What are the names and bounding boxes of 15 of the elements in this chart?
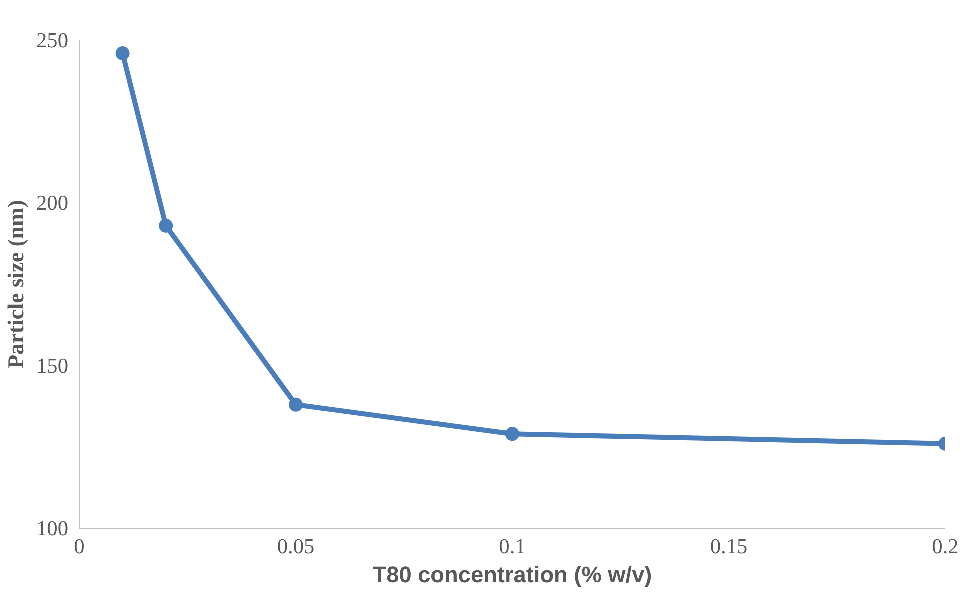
point <box>289 398 303 412</box>
x-axis-title: T80 concentration (% w/v) <box>372 562 652 588</box>
y-axis-title: Particle size (nm) <box>4 200 29 369</box>
y-tick-label: 200 <box>36 191 69 216</box>
x-tick-label: 0 <box>74 534 85 558</box>
x-tick-label: 0.15 <box>710 534 748 558</box>
point <box>506 427 520 442</box>
point <box>159 218 174 233</box>
y-tick-label: 100 <box>36 516 69 540</box>
x-tick-label: 0.1 <box>499 534 526 558</box>
x-tick-label: 0.05 <box>277 534 315 558</box>
x-tick-label: 0.2 <box>932 534 959 558</box>
point <box>116 46 130 60</box>
y-tick-label: 250 <box>36 28 69 52</box>
y-tick-label: 150 <box>36 354 69 378</box>
